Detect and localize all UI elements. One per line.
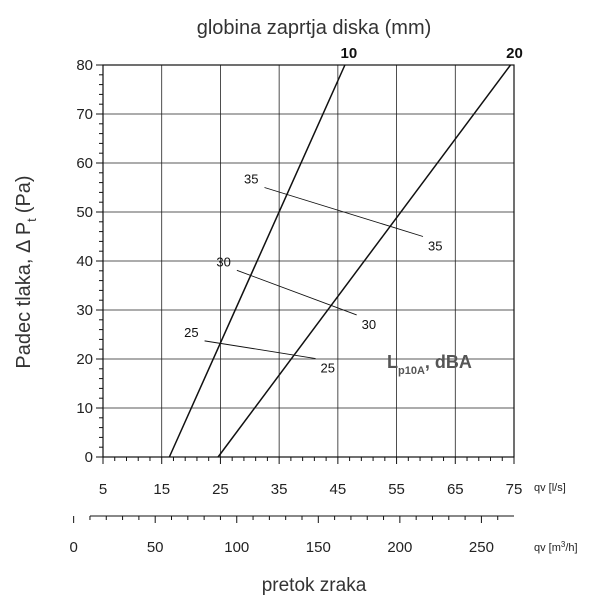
iso-label-left-35: 35 [244,172,258,187]
iso-line-35 [264,187,424,237]
x-axis-label: pretok zraka [262,575,367,596]
iso-label-right-30: 30 [362,317,376,332]
iso-line-30 [236,269,357,316]
x-tick-label-75: 75 [506,481,523,498]
y-tick-label-40: 40 [76,253,93,270]
series-label-20: 20 [506,45,523,62]
y-axis-label-main: Padec tlaka, Δ P [13,222,35,369]
y-axis-label-sub: t [24,218,39,222]
noise-level-sub: p10A [398,365,425,377]
noise-level-annotation: Lp10A, dBA [387,352,472,377]
y-tick-label-20: 20 [76,351,93,368]
iso-noise-lines: 25 25 30 30 35 35 [184,172,442,376]
grid [102,64,515,458]
x-tick-label-25: 25 [212,481,229,498]
iso-line-25 [204,340,316,359]
x2-tick-label-150: 150 [306,539,331,556]
y-axis-label: Padec tlaka, Δ Pt (Pa) [13,175,39,368]
x2-tick-label-0: 0 [69,539,77,556]
y-tick-label-80: 80 [76,57,93,74]
x2-axis-unit-main: qv [m [534,542,561,554]
series-line-20 [217,64,512,458]
x-tick-label-35: 35 [271,481,288,498]
x-axis-unit: qv [l/s] [534,482,566,494]
x2-tick-label-250: 250 [469,539,494,556]
x2-axis-unit-end: /h] [565,542,577,554]
y-tick-label-70: 70 [76,106,93,123]
tick-labels: 0 10 20 30 40 50 60 70 80 5 15 25 35 45 55 65 75 0 50 100 15… [69,57,522,556]
x-tick-label-15: 15 [153,481,170,498]
iso-label-right-25: 25 [321,361,335,376]
series-label-10: 10 [341,45,358,62]
iso-label-right-35: 35 [428,239,442,254]
x-tick-label-5: 5 [99,481,107,498]
x2-tick-label-50: 50 [147,539,164,556]
y-tick-label-50: 50 [76,204,93,221]
iso-label-left-30: 30 [216,254,230,269]
x2-tick-label-200: 200 [387,539,412,556]
noise-level-main: L [387,352,398,372]
y-tick-label-0: 0 [85,449,93,466]
noise-level-end: , dBA [425,352,472,372]
y-tick-label-30: 30 [76,302,93,319]
axis-ticks [73,64,515,523]
chart-title: globina zaprtja diska (mm) [197,17,432,39]
x2-axis-unit: qv [m3/h] [534,540,578,554]
series-line-10 [168,64,346,458]
y-tick-label-60: 60 [76,155,93,172]
series-lines: 10 20 [168,45,523,458]
x-tick-label-65: 65 [447,481,464,498]
x2-axis-unit-sup: 3 [561,540,566,549]
x-tick-label-55: 55 [388,481,405,498]
iso-label-left-25: 25 [184,325,198,340]
x-tick-label-45: 45 [330,481,347,498]
y-axis-label-unit: (Pa) [13,175,35,213]
y-tick-label-10: 10 [76,400,93,417]
x2-tick-label-100: 100 [224,539,249,556]
